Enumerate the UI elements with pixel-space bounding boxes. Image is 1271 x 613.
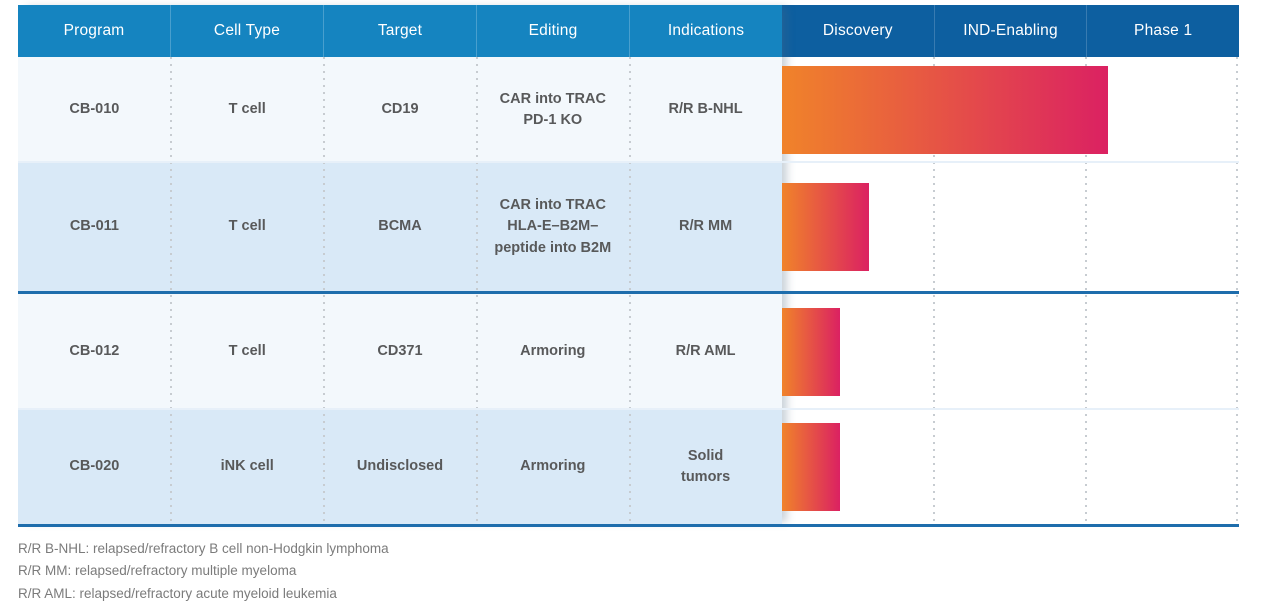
column-header-indications: Indications	[629, 5, 782, 57]
editing-cell: Armoring	[520, 343, 586, 360]
indications-cell: R/R B-NHL	[668, 101, 743, 118]
progress-bar-cb-012	[782, 308, 841, 396]
row-separator-line	[18, 408, 1239, 410]
table-row: CB-012 T cell CD371 Armoring R/R AML	[18, 294, 782, 410]
progress-bar-cb-010	[782, 66, 1108, 154]
indications-cell: Solid tumors	[681, 447, 731, 485]
indications-cell: R/R AML	[675, 343, 736, 360]
editing-cell: Armoring	[520, 458, 586, 475]
chart-row	[782, 57, 1239, 163]
row-separator-line	[18, 161, 1239, 163]
phase-chart: Discovery IND-Enabling Phase 1	[782, 5, 1239, 524]
column-header-target: Target	[323, 5, 476, 57]
column-header-ind-enabling: IND-Enabling	[933, 5, 1087, 57]
target-cell: CD19	[381, 101, 419, 118]
cell-type-cell: T cell	[228, 343, 266, 360]
footnotes: R/R B-NHL: relapsed/refractory B cell no…	[18, 538, 389, 605]
table-column-gridline	[629, 57, 631, 524]
phase-gridline	[1236, 57, 1238, 524]
cell-type-cell: iNK cell	[220, 458, 274, 475]
phase-gridline	[933, 57, 935, 524]
chart-row	[782, 294, 1239, 410]
chart-row	[782, 410, 1239, 524]
column-header-phase-1: Phase 1	[1086, 5, 1239, 57]
target-cell: Undisclosed	[356, 458, 444, 475]
target-cell: BCMA	[378, 218, 422, 235]
table-column-gridline	[170, 57, 172, 524]
section-divider-line	[18, 524, 1239, 527]
footnote-bnhl: R/R B-NHL: relapsed/refractory B cell no…	[18, 541, 389, 556]
program-cell: CB-010	[69, 101, 120, 118]
table-column-gridline	[323, 57, 325, 524]
footnote-aml: R/R AML: relapsed/refractory acute myelo…	[18, 585, 337, 601]
program-cell: CB-020	[69, 458, 120, 475]
phase-gridline	[1085, 57, 1087, 524]
column-header-editing: Editing	[476, 5, 629, 57]
progress-bar-cb-020	[782, 423, 841, 511]
editing-cell: CAR into TRAC HLA-E–B2M– peptide into B2…	[494, 197, 612, 256]
table-header-row: Program Cell Type Target Editing Indicat…	[18, 5, 782, 57]
chart-row	[782, 163, 1239, 291]
section-divider-line	[18, 291, 1239, 294]
table-row: CB-011 T cell BCMA CAR into TRAC HLA-E–B…	[18, 163, 782, 291]
indications-cell: R/R MM	[679, 218, 733, 235]
column-header-discovery: Discovery	[822, 22, 893, 39]
program-cell: CB-012	[69, 343, 120, 360]
column-header-cell-type: Cell Type	[170, 5, 323, 57]
table-row: CB-010 T cell CD19 CAR into TRAC PD-1 KO…	[18, 57, 782, 163]
table-row: CB-020 iNK cell Undisclosed Armoring Sol…	[18, 410, 782, 524]
target-cell: CD371	[377, 343, 423, 360]
program-table: Program Cell Type Target Editing Indicat…	[18, 5, 782, 524]
cell-type-cell: T cell	[228, 218, 266, 235]
phase-header-row: Discovery IND-Enabling Phase 1	[782, 5, 1239, 57]
phase-chart-plot-area	[782, 57, 1239, 524]
editing-cell: CAR into TRAC PD-1 KO	[499, 90, 606, 128]
program-cell: CB-011	[69, 218, 119, 235]
footnote-mm: R/R MM: relapsed/refractory multiple mye…	[18, 563, 297, 579]
progress-bar-cb-011	[782, 183, 869, 271]
column-header-program: Program	[63, 22, 125, 39]
cell-type-cell: T cell	[228, 101, 266, 118]
table-column-gridline	[476, 57, 478, 524]
